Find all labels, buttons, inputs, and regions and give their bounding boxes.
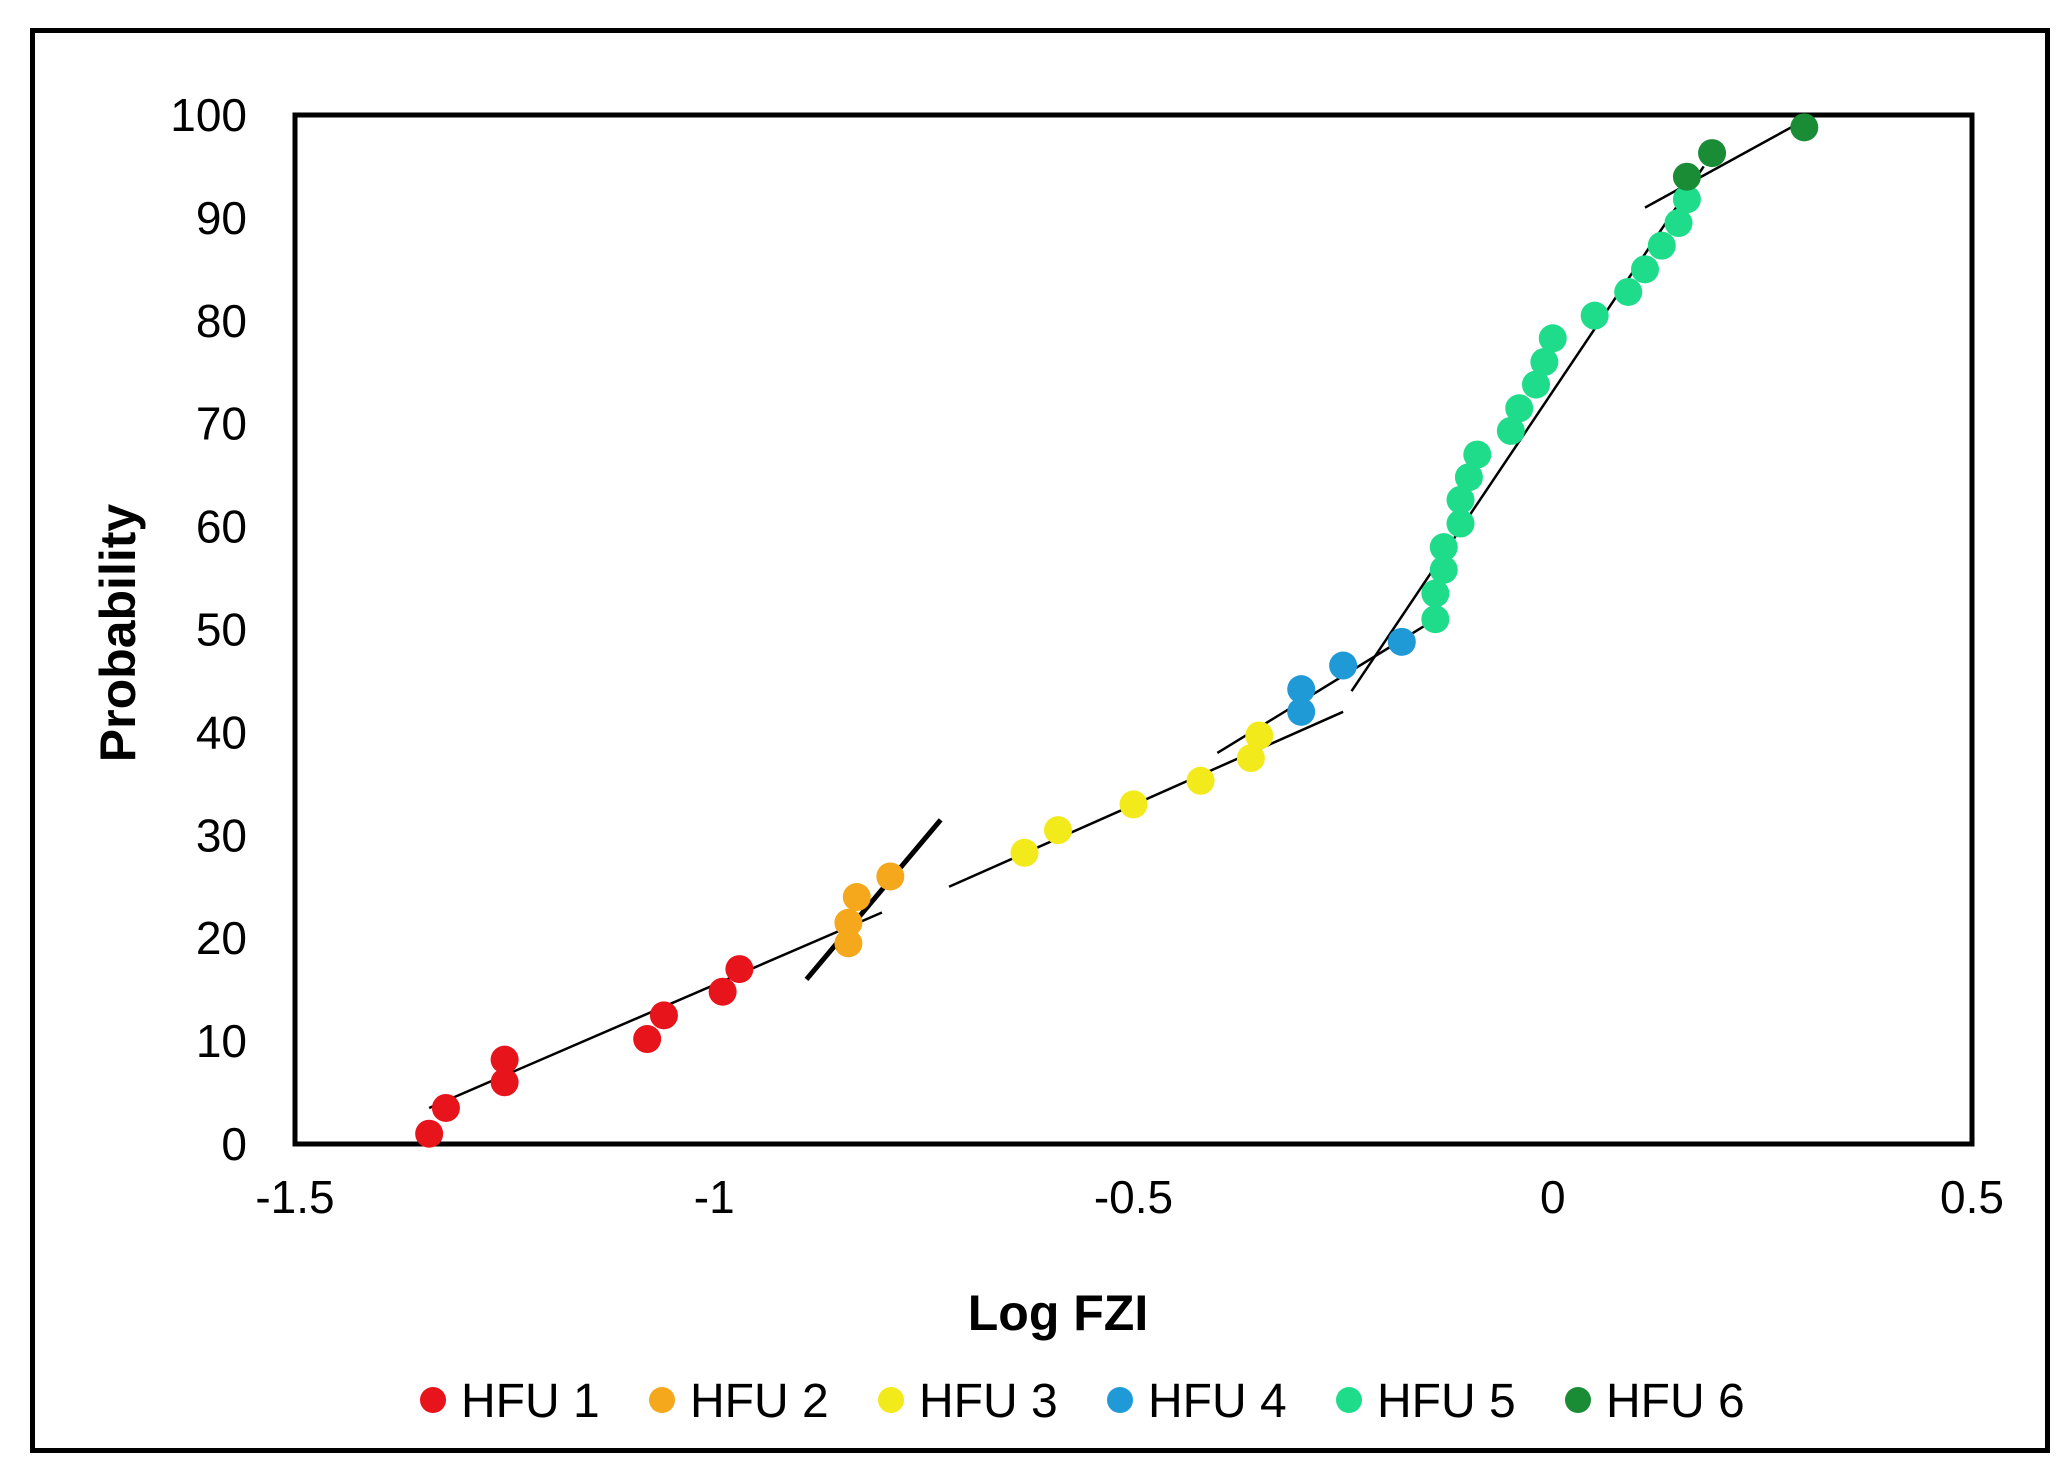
y-tick-label: 60 [196,501,247,553]
data-point [725,955,754,984]
data-point [1698,139,1727,168]
y-tick-label: 80 [196,295,247,347]
data-point [1538,324,1567,353]
legend-label: HFU 1 [461,1375,600,1428]
data-point [1630,255,1659,284]
chart-frame: 0 10 20 30 40 50 60 70 80 90 100 -1.5 -1 -0.5 0 0.5 Pr… [30,28,2050,1453]
y-tick-label: 0 [221,1118,247,1170]
y-tick-label: 20 [196,912,247,964]
legend-marker [420,1387,446,1413]
y-tick-label: 30 [196,809,247,861]
data-point [1245,721,1274,750]
legend-label: HFU 2 [690,1375,829,1428]
legend-label: HFU 5 [1377,1375,1516,1428]
data-point [1287,675,1316,704]
y-tick-label: 40 [196,706,247,758]
legend-marker [1107,1387,1133,1413]
y-axis-title: Probability [90,504,146,763]
legend-marker [878,1387,904,1413]
y-tick-label: 100 [170,89,247,141]
data-point [1446,485,1475,514]
data-point [1044,816,1073,845]
data-point [1119,790,1148,819]
data-point [834,929,863,958]
data-point [633,1025,662,1054]
legend-label: HFU 4 [1148,1375,1287,1428]
data-point [1421,605,1450,634]
data-point [1387,627,1416,656]
data-point [1454,463,1483,492]
data-point [834,908,863,937]
legend-label: HFU 6 [1606,1375,1745,1428]
data-point [1429,555,1458,584]
trend-line [1350,165,1705,692]
plot-area [292,112,1975,1147]
data-point [708,977,737,1006]
x-tick-label: -1 [694,1171,735,1223]
trend-line [1644,119,1805,209]
x-tick-labels: -1.5 -1 -0.5 0 0.5 [255,1171,2004,1223]
data-point [649,1001,678,1030]
data-point [1521,370,1550,399]
y-tick-label: 10 [196,1015,247,1067]
data-point [1505,394,1534,423]
data-point [1329,651,1358,680]
data-point [1672,162,1701,191]
data-point [1496,416,1525,445]
y-tick-labels: 0 10 20 30 40 50 60 70 80 90 100 [170,89,247,1170]
x-tick-label: -0.5 [1094,1171,1173,1223]
data-point [490,1068,519,1097]
legend-label: HFU 3 [919,1375,1058,1428]
x-tick-label: -1.5 [255,1171,334,1223]
legend: HFU 1 HFU 2 HFU 3 HFU 4 HFU 5 HFU 6 [420,1375,1745,1428]
legend-marker [1565,1387,1591,1413]
data-point [1463,440,1492,469]
x-tick-label: 0.5 [1940,1171,2004,1223]
data-point [1236,744,1265,773]
data-point [1287,697,1316,726]
data-point [1672,185,1701,214]
data-point [1446,509,1475,538]
x-tick-label: 0 [1540,1171,1566,1223]
data-point [1664,209,1693,238]
data-point [1580,301,1609,330]
data-point [415,1119,444,1148]
data-point [1647,231,1676,260]
data-point [431,1093,460,1122]
data-point [1186,766,1215,795]
data-point [842,883,871,912]
x-axis-title: Log FZI [968,1285,1149,1341]
trend-lines [428,119,1805,1110]
data-point [876,862,905,891]
data-point [1614,277,1643,306]
data-point [1530,347,1559,376]
data-point [490,1045,519,1074]
y-tick-label: 70 [196,398,247,450]
data-point [1790,113,1819,142]
data-point [1010,838,1039,867]
y-tick-label: 50 [196,604,247,656]
probability-chart: 0 10 20 30 40 50 60 70 80 90 100 -1.5 -1 -0.5 0 0.5 Pr… [90,89,2004,1428]
data-points [415,113,1819,1148]
data-point [1421,579,1450,608]
y-tick-label: 90 [196,192,247,244]
data-point [1429,533,1458,562]
legend-marker [1336,1387,1362,1413]
trend-line [804,818,943,981]
legend-marker [649,1387,675,1413]
